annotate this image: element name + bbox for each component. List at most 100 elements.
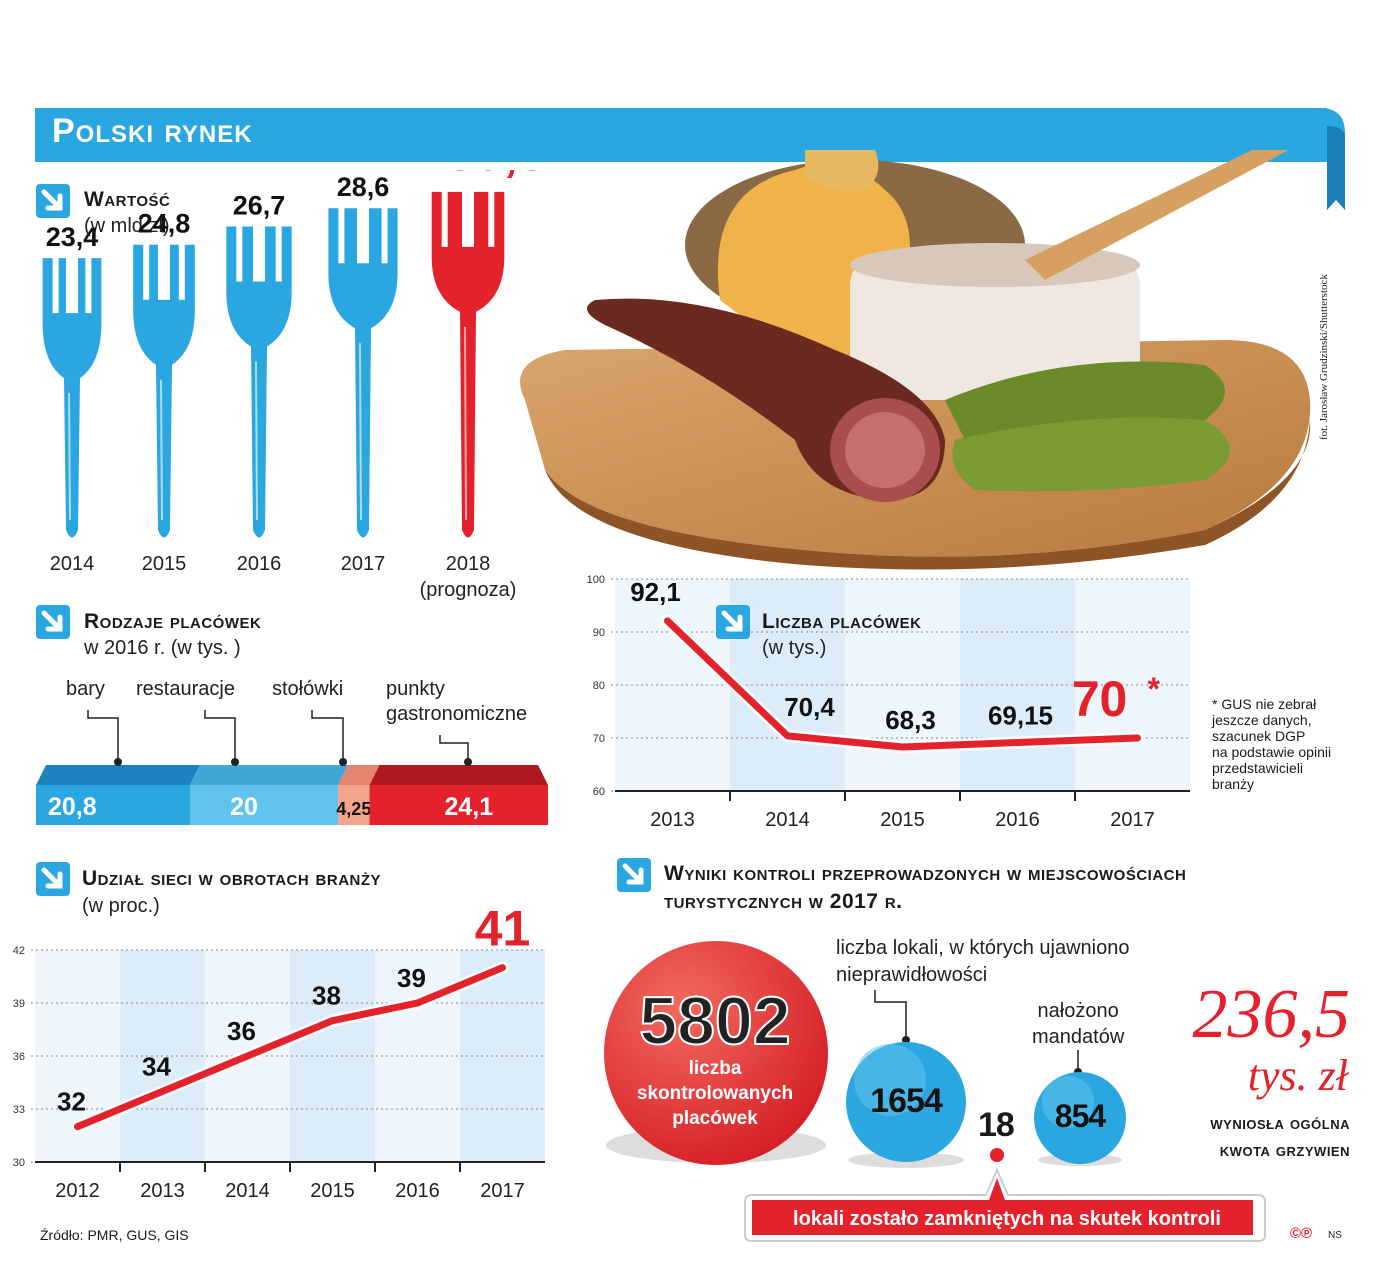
data-value-label: 39 — [397, 963, 426, 993]
x-tick-label: 2014 — [765, 809, 810, 831]
y-tick-label: 39 — [13, 998, 25, 1010]
y-tick-label: 36 — [13, 1051, 25, 1063]
stack-value-label: 24,1 — [444, 793, 493, 821]
tickets-circle — [1034, 1050, 1126, 1166]
checked-value: 5802 — [638, 982, 791, 1060]
fines-unit: tys. zł — [1247, 1051, 1348, 1100]
tickets-label: nałożono mandatów — [1032, 1000, 1125, 1048]
copyright-logo: ©℗ — [1290, 1225, 1313, 1242]
fork-year-label: 2017 — [341, 553, 386, 575]
y-tick-label: 80 — [593, 680, 605, 692]
share-section-subtitle: (w proc.) — [82, 895, 160, 917]
fork-year-label: 2014 — [50, 553, 95, 575]
series-line — [74, 964, 506, 1131]
page-title: Polski rynek — [52, 112, 253, 150]
y-tick-label: 90 — [593, 627, 605, 639]
value-section-subtitle: (w mld zł) — [84, 215, 170, 237]
stack-leader-line — [87, 710, 119, 762]
irregular-circle — [846, 990, 966, 1168]
fork-value-label: 26,7 — [233, 190, 286, 220]
fines-value: 236,5 — [1192, 976, 1351, 1053]
fork-bar — [226, 226, 292, 538]
stack-value-label: 20,8 — [48, 793, 97, 821]
x-tick-label: 2016 — [995, 809, 1040, 831]
x-tick-label: 2013 — [140, 1180, 185, 1202]
stack-value-label: 20 — [230, 793, 258, 821]
y-tick-label: 70 — [593, 733, 605, 745]
stack-segment — [338, 785, 370, 825]
label-bary: bary — [66, 678, 105, 700]
checked-label: liczba skontrolowanych placówek — [636, 1058, 794, 1129]
data-value-label: 41 — [475, 901, 531, 957]
fork-bar — [431, 191, 505, 538]
data-value-label: 34 — [142, 1051, 171, 1081]
stack-segment — [190, 785, 339, 825]
x-tick-label: 2017 — [480, 1180, 525, 1202]
data-value-label: 70,4 — [784, 692, 835, 722]
data-value-label: 70 — [1072, 671, 1128, 727]
stack-segment — [36, 785, 191, 825]
value-fork-chart: 23,4 2014 24,8 2015 26,7 2016 28,6 2017 30,3 2018… — [42, 170, 547, 600]
x-tick-label: 2014 — [225, 1180, 270, 1202]
fork-shape — [431, 191, 505, 538]
count-section-title: Liczba placówek — [762, 610, 922, 633]
fork-highlight — [68, 393, 71, 521]
types-section-title: Rodzaje placówek — [84, 610, 262, 633]
share-line-chart: 30 33 36 39 42 2012 2013 2014 2015 2016 2017 32 34 36… — [13, 901, 545, 1202]
closed-callout — [744, 1148, 1266, 1242]
data-value-label: 32 — [57, 1087, 86, 1117]
food-photo — [520, 150, 1311, 570]
y-tick-label: 33 — [13, 1104, 25, 1116]
x-tick-label: 2013 — [650, 809, 695, 831]
irregular-value: 1654 — [870, 1082, 943, 1120]
section-arrow-icon — [716, 605, 750, 639]
count-footnote: * GUS nie zebrał jeszcze danych, szacune… — [1212, 696, 1332, 792]
stack-leader-dot — [231, 758, 239, 766]
data-value-label: 36 — [227, 1016, 256, 1046]
stack-segment-top — [369, 765, 548, 785]
x-tick-label: 2017 — [1110, 809, 1155, 831]
section-arrow-icon — [36, 862, 70, 896]
share-section-title: Udział sieci w obrotach branży — [82, 867, 382, 890]
stack-leader-line — [311, 710, 344, 762]
stack-leader-line — [204, 710, 236, 762]
stack-leader-dot — [464, 758, 472, 766]
fork-value-label: 23,4 — [46, 222, 99, 252]
label-restauracje: restauracje — [136, 678, 235, 700]
data-value-label: 69,15 — [988, 701, 1053, 731]
fork-bar — [42, 258, 102, 538]
fork-shape — [328, 208, 398, 538]
control-section-title-2: turystycznych w 2017 r. — [664, 890, 903, 913]
stack-leader-line — [439, 735, 469, 762]
fork-year-label: 2018 — [446, 553, 491, 575]
fork-highlight — [160, 379, 163, 521]
stack-segment-top — [36, 765, 201, 785]
count-section-subtitle: (w tys.) — [762, 637, 827, 659]
data-value-label: 68,3 — [885, 705, 936, 735]
fork-shape — [226, 226, 292, 538]
types-stacked-bar: 20,8 20 4,25 24,1 — [36, 710, 548, 825]
stack-segment-top — [190, 765, 349, 785]
label-gastronomiczne: gastronomiczne — [386, 703, 528, 725]
banner-tail — [1327, 150, 1345, 210]
fork-highlight — [359, 343, 362, 521]
series-line — [664, 617, 1141, 751]
closed-value: 18 — [978, 1106, 1015, 1144]
value-section-title: Wartość — [84, 188, 171, 211]
x-tick-label: 2012 — [55, 1180, 100, 1202]
y-tick-label: 30 — [13, 1157, 25, 1169]
control-section-title: Wyniki kontroli przeprowadzonych w miejs… — [664, 862, 1187, 885]
fork-value-label: 24,8 — [138, 209, 191, 239]
y-tick-label: 100 — [587, 574, 605, 586]
fork-value-label: 30,3 — [445, 170, 546, 182]
fork-highlight — [464, 326, 467, 521]
fork-year-label: 2016 — [237, 553, 282, 575]
fork-shape — [42, 258, 102, 538]
fork-bar — [133, 244, 195, 538]
stack-leader-dot — [339, 758, 347, 766]
fork-highlight — [255, 361, 258, 521]
source-note: Źródło: PMR, GUS, GIS — [40, 1227, 189, 1243]
fork-year-note: (prognoza) — [420, 579, 517, 600]
section-arrow-icon — [36, 184, 70, 218]
author-tag: NS — [1328, 1230, 1342, 1241]
